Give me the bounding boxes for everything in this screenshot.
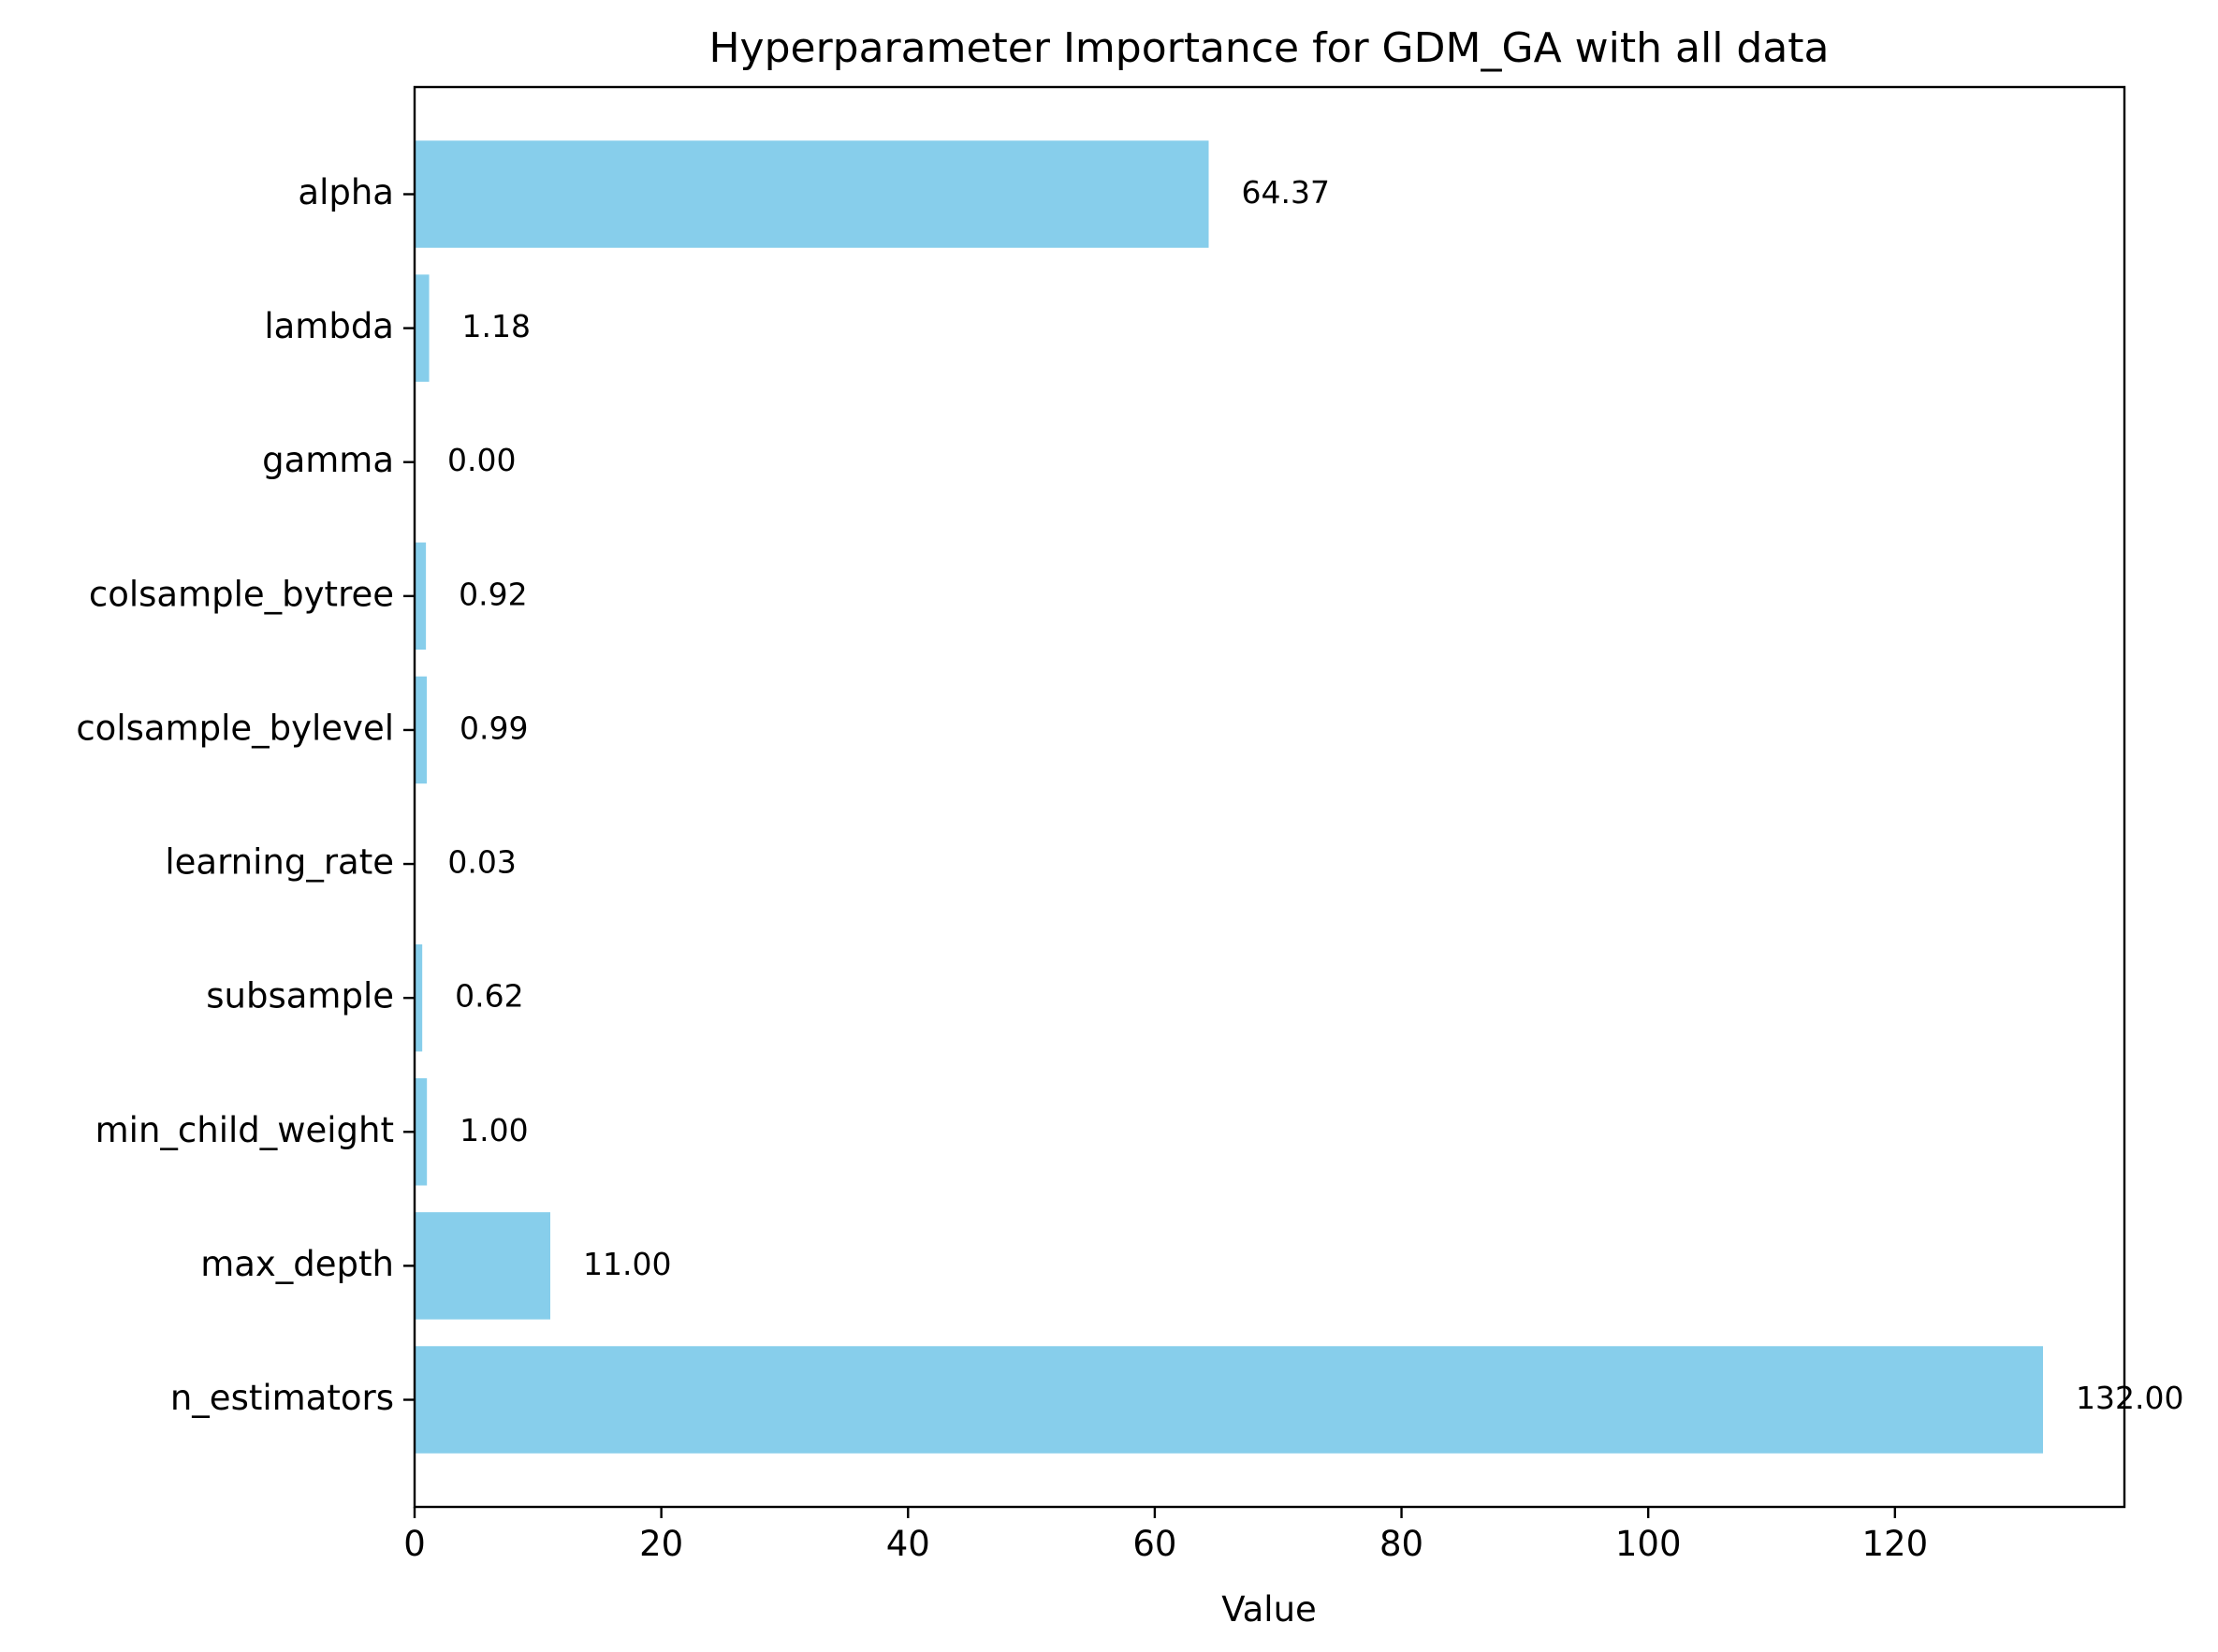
data-label-max_depth: 11.00 (583, 1246, 671, 1282)
y-axis: n_estimators max_depth min_child_weight sub… (76, 172, 415, 1418)
x-tick-label-100: 100 (1615, 1524, 1682, 1564)
x-axis-label: Value (1221, 1589, 1317, 1630)
y-tick-label-max_depth: max_depth (200, 1244, 394, 1284)
data-label-min_child_weight: 1.00 (460, 1112, 528, 1148)
x-tick-label-40: 40 (886, 1524, 930, 1564)
bar-n_estimators (415, 1346, 2043, 1454)
bar-colsample_bylevel (415, 676, 428, 784)
bars-group (415, 140, 2043, 1454)
data-label-learning_rate: 0.03 (447, 844, 516, 881)
bar-max_depth (415, 1212, 550, 1320)
data-label-alpha: 64.37 (1242, 174, 1330, 211)
bar-lambda (415, 274, 430, 382)
y-tick-label-colsample_bylevel: colsample_bylevel (76, 708, 394, 748)
data-label-colsample_bytree: 0.92 (459, 576, 527, 612)
x-tick-label-80: 80 (1379, 1524, 1423, 1564)
data-labels-group: 132.00 11.00 1.00 0.62 0.03 0.99 0.92 0.00 1.18 6… (447, 174, 2183, 1416)
x-tick-label-0: 0 (403, 1524, 426, 1564)
data-label-lambda: 1.18 (462, 308, 531, 344)
x-axis: 0 20 40 60 80 100 120 (403, 1507, 1928, 1564)
y-tick-label-subsample: subsample (206, 976, 394, 1016)
x-tick-label-120: 120 (1862, 1524, 1929, 1564)
plot-area-frame (413, 85, 2126, 1509)
x-tick-label-20: 20 (639, 1524, 683, 1564)
data-label-n_estimators: 132.00 (2076, 1380, 2183, 1416)
bar-colsample_bytree (415, 542, 427, 651)
y-tick-label-colsample_bytree: colsample_bytree (89, 574, 394, 614)
y-tick-label-alpha: alpha (298, 172, 394, 212)
bar-subsample (415, 943, 423, 1052)
y-tick-label-lambda: lambda (264, 306, 394, 346)
y-tick-label-min_child_weight: min_child_weight (95, 1110, 394, 1150)
y-tick-label-n_estimators: n_estimators (170, 1378, 394, 1418)
data-label-subsample: 0.62 (455, 978, 523, 1015)
data-label-gamma: 0.00 (447, 442, 516, 478)
data-label-colsample_bylevel: 0.99 (460, 709, 528, 746)
x-tick-label-60: 60 (1132, 1524, 1176, 1564)
bar-alpha (415, 140, 1209, 248)
y-tick-label-gamma: gamma (262, 440, 394, 480)
chart-title: Hyperparameter Importance for GDM_GA wit… (708, 24, 1829, 72)
bar-min_child_weight (415, 1078, 428, 1186)
y-tick-label-learning_rate: learning_rate (165, 842, 394, 883)
